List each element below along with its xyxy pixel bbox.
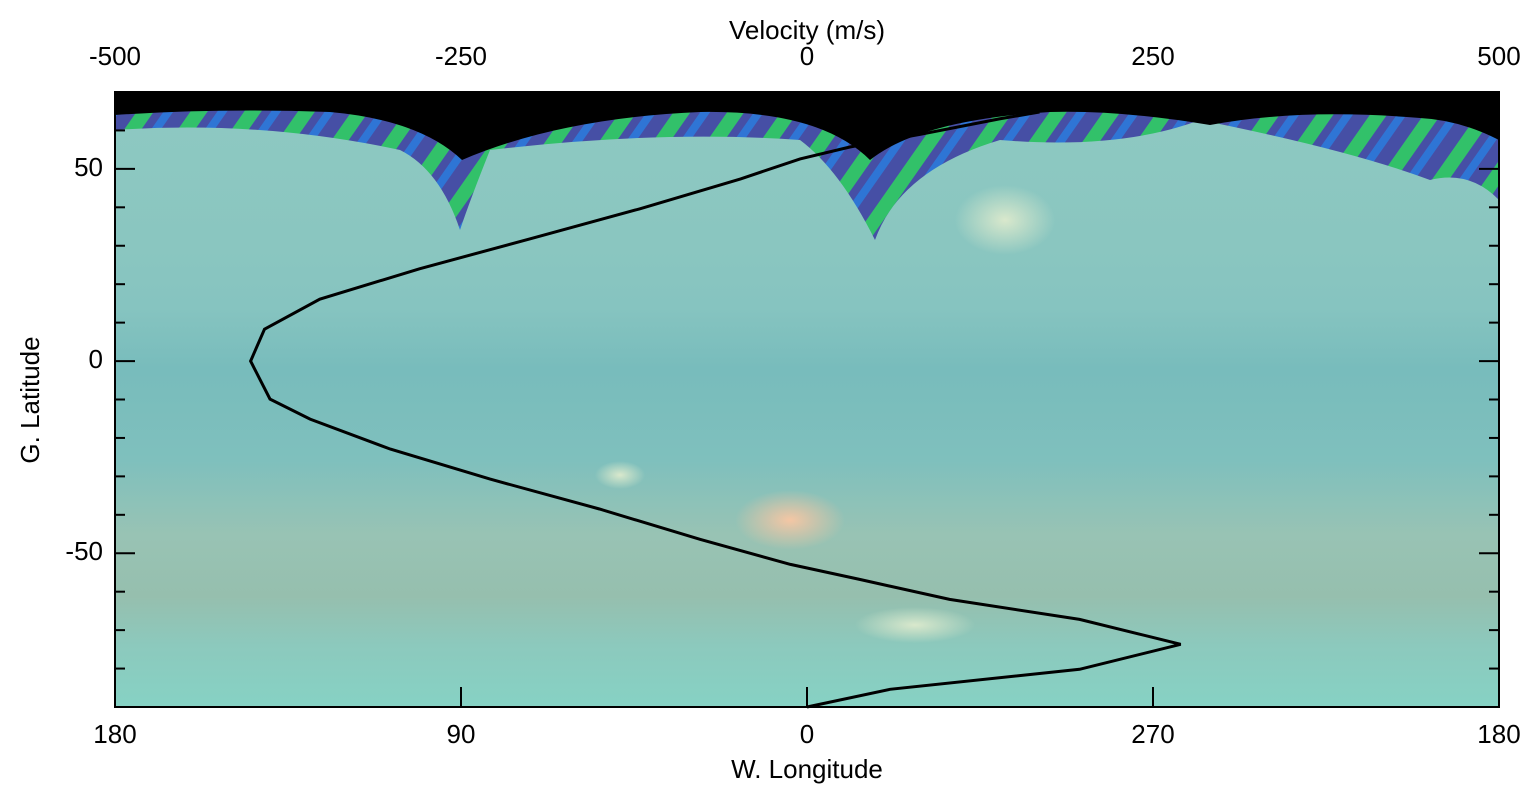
page: Velocity (m/s) W. Longitude G. Latitude …: [0, 0, 1533, 799]
y-axis-title: G. Latitude: [15, 336, 45, 463]
top-tick-label: 250: [1131, 41, 1174, 71]
x-tick-label: 0: [800, 719, 814, 749]
chart: Velocity (m/s) W. Longitude G. Latitude …: [0, 0, 1533, 794]
x-axis-title: W. Longitude: [731, 754, 883, 784]
y-tick-label: 0: [89, 344, 103, 374]
x-tick-label: 180: [93, 719, 136, 749]
top-tick-label: -500: [89, 41, 141, 71]
x-tick-label: 180: [1477, 719, 1520, 749]
map-background: [115, 92, 1499, 707]
top-tick-label: 0: [800, 41, 814, 71]
x-tick-label: 90: [447, 719, 476, 749]
y-tick-label: -50: [65, 536, 103, 566]
top-tick-label: 500: [1477, 41, 1520, 71]
x-tick-label: 270: [1131, 719, 1174, 749]
top-tick-label: -250: [435, 41, 487, 71]
y-tick-label: 50: [74, 152, 103, 182]
